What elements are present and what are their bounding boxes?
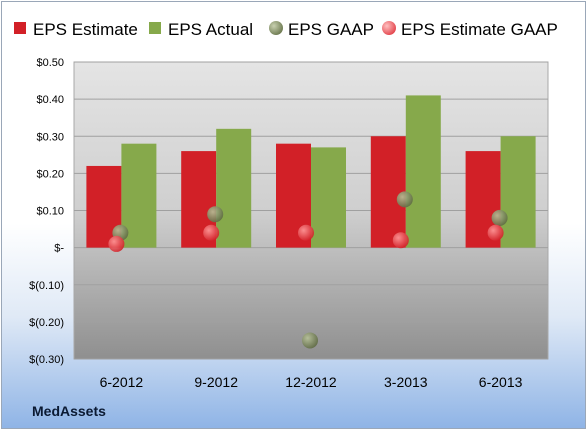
legend-label: EPS Estimate bbox=[33, 20, 138, 39]
legend-item-eps-estimate-gaap: EPS Estimate GAAP bbox=[382, 20, 558, 39]
legend-swatch bbox=[149, 22, 161, 34]
point-eps-estimate-gaap bbox=[487, 224, 504, 241]
y-tick-label: $(0.20) bbox=[29, 317, 64, 329]
y-tick-label: $(0.30) bbox=[29, 354, 64, 366]
legend: EPS Estimate EPS Actual EPS GAAP EPS Estima… bbox=[14, 20, 558, 39]
legend-swatch bbox=[14, 22, 26, 34]
y-axis: $0.50 $0.40 $0.30 $0.20 $0.10 $- $(0.10) $(0.20… bbox=[29, 57, 64, 366]
y-tick-label: $0.10 bbox=[36, 206, 64, 218]
y-tick-label: $0.40 bbox=[36, 94, 64, 106]
point-eps-gaap bbox=[396, 191, 413, 208]
legend-item-eps-estimate: EPS Estimate bbox=[14, 20, 138, 39]
point-eps-gaap bbox=[207, 206, 224, 223]
bar-eps-actual bbox=[216, 128, 252, 248]
bar-eps-estimate bbox=[370, 136, 406, 248]
point-eps-estimate-gaap bbox=[298, 224, 314, 241]
legend-label: EPS Estimate GAAP bbox=[401, 20, 558, 39]
y-tick-label: $0.20 bbox=[36, 168, 64, 180]
bar-eps-actual bbox=[311, 147, 346, 248]
x-tick-label: 6-2012 bbox=[100, 374, 144, 390]
point-eps-estimate-gaap bbox=[203, 224, 220, 241]
point-eps-gaap bbox=[302, 332, 318, 349]
x-axis: 6-2012 9-2012 12-2012 3-2013 6-2013 bbox=[100, 374, 523, 390]
y-tick-label: $0.30 bbox=[36, 131, 64, 143]
y-tick-label: $0.50 bbox=[36, 57, 64, 69]
legend-label: EPS GAAP bbox=[288, 20, 374, 39]
legend-marker bbox=[269, 21, 283, 35]
brand-label: MedAssets bbox=[32, 403, 106, 419]
point-eps-estimate-gaap bbox=[392, 232, 409, 249]
bar-eps-actual bbox=[405, 95, 441, 248]
x-tick-label: 12-2012 bbox=[285, 374, 337, 390]
legend-item-eps-actual: EPS Actual bbox=[149, 20, 253, 39]
points bbox=[108, 191, 508, 349]
y-tick-label: $(0.10) bbox=[29, 280, 64, 292]
legend-item-eps-gaap: EPS GAAP bbox=[269, 20, 374, 39]
bar-eps-actual bbox=[500, 136, 536, 248]
legend-marker bbox=[382, 21, 396, 35]
x-tick-label: 3-2013 bbox=[384, 374, 428, 390]
bars bbox=[86, 95, 536, 248]
y-tick-label: $- bbox=[54, 243, 64, 255]
point-eps-estimate-gaap bbox=[108, 235, 125, 252]
point-eps-gaap bbox=[491, 209, 508, 226]
x-tick-label: 6-2013 bbox=[479, 374, 523, 390]
legend-label: EPS Actual bbox=[168, 20, 253, 39]
x-tick-label: 9-2012 bbox=[194, 374, 238, 390]
